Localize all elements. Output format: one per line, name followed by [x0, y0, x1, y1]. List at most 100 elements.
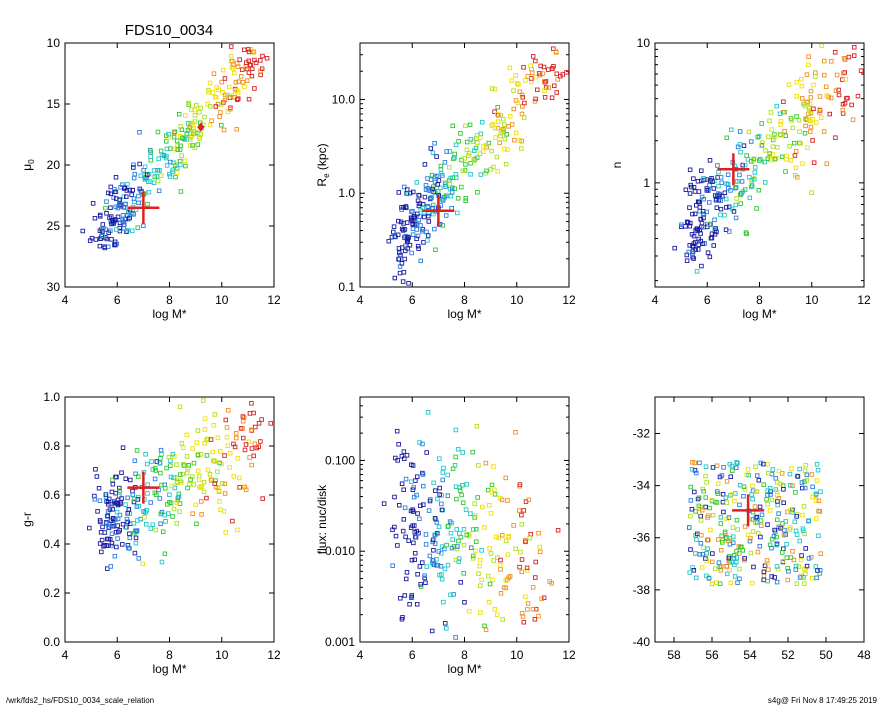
data-point	[442, 194, 447, 200]
data-point	[477, 557, 483, 563]
data-point	[809, 190, 814, 195]
data-point	[439, 576, 445, 582]
data-point	[523, 594, 528, 600]
data-point	[710, 512, 716, 518]
data-point	[410, 208, 415, 214]
data-point	[158, 173, 164, 178]
data-point	[738, 544, 743, 550]
data-point	[515, 100, 520, 106]
data-point	[763, 148, 768, 153]
data-point	[396, 190, 402, 195]
data-point	[431, 184, 436, 189]
data-point	[499, 128, 505, 133]
data-point	[476, 463, 481, 468]
data-point	[714, 580, 719, 585]
data-point	[774, 534, 779, 540]
data-point	[727, 462, 733, 467]
data-point	[794, 532, 800, 537]
data-point	[110, 481, 116, 487]
data-point	[524, 565, 530, 571]
data-point	[131, 175, 137, 181]
data-point	[509, 122, 515, 127]
data-point	[725, 172, 731, 177]
data-point	[498, 567, 503, 572]
data-point	[692, 489, 697, 495]
data-point	[405, 191, 411, 197]
data-point	[714, 463, 720, 469]
data-point	[127, 215, 132, 221]
data-point	[429, 628, 435, 634]
data-point	[197, 109, 202, 115]
data-point	[227, 107, 233, 112]
data-point	[490, 122, 496, 127]
data-point	[191, 460, 197, 466]
data-point	[211, 458, 217, 463]
data-point	[249, 401, 254, 406]
y-tick-label: 0.2	[43, 586, 60, 600]
data-point	[777, 111, 783, 117]
data-point	[173, 174, 178, 180]
data-point	[145, 491, 150, 496]
data-point	[706, 513, 711, 518]
data-point	[507, 574, 513, 579]
data-point	[713, 198, 719, 203]
data-point	[129, 192, 134, 197]
data-point	[720, 499, 726, 505]
data-point	[489, 123, 494, 128]
data-point	[761, 577, 767, 583]
data-point	[793, 149, 799, 154]
data-point	[501, 585, 507, 590]
data-point	[728, 474, 733, 479]
y-tick-label: 1.0	[43, 390, 60, 404]
y-tick-label: 0.4	[43, 537, 60, 551]
data-point	[694, 269, 700, 274]
data-point	[796, 118, 802, 123]
data-point	[517, 564, 522, 570]
data-point	[845, 95, 850, 101]
data-point	[215, 101, 221, 107]
data-point	[447, 165, 452, 170]
data-point	[810, 138, 815, 143]
data-point	[779, 154, 785, 160]
data-point	[471, 527, 476, 532]
data-point	[701, 489, 706, 494]
data-point	[417, 516, 422, 522]
data-point	[552, 83, 557, 89]
data-point	[808, 111, 814, 116]
data-point	[811, 106, 816, 112]
data-point	[724, 564, 729, 569]
data-point	[525, 607, 530, 612]
data-point	[420, 441, 425, 447]
data-point	[503, 578, 509, 583]
data-point	[516, 82, 521, 87]
data-point	[739, 179, 745, 184]
data-point	[233, 80, 239, 85]
data-point	[181, 463, 187, 468]
data-point	[234, 88, 240, 93]
data-point	[726, 229, 732, 234]
data-point	[130, 228, 135, 234]
data-point	[708, 178, 713, 183]
data-point	[841, 70, 846, 76]
data-point	[495, 119, 501, 124]
y-tick-label: 1	[643, 176, 650, 190]
x-tick-label: 10	[510, 648, 524, 662]
data-point	[806, 556, 812, 561]
data-point	[130, 187, 135, 193]
data-point	[749, 159, 754, 164]
data-point	[401, 205, 406, 210]
data-point	[692, 189, 698, 194]
data-point	[140, 561, 146, 567]
data-point	[454, 496, 459, 502]
data-point	[754, 206, 759, 211]
data-point	[179, 127, 185, 133]
data-point	[479, 548, 484, 553]
data-point	[138, 173, 143, 179]
data-point	[114, 544, 119, 550]
data-point	[528, 531, 534, 537]
data-point	[403, 576, 409, 582]
data-point	[725, 538, 731, 544]
data-point	[437, 485, 442, 491]
data-point	[171, 130, 177, 135]
data-point	[814, 575, 819, 581]
